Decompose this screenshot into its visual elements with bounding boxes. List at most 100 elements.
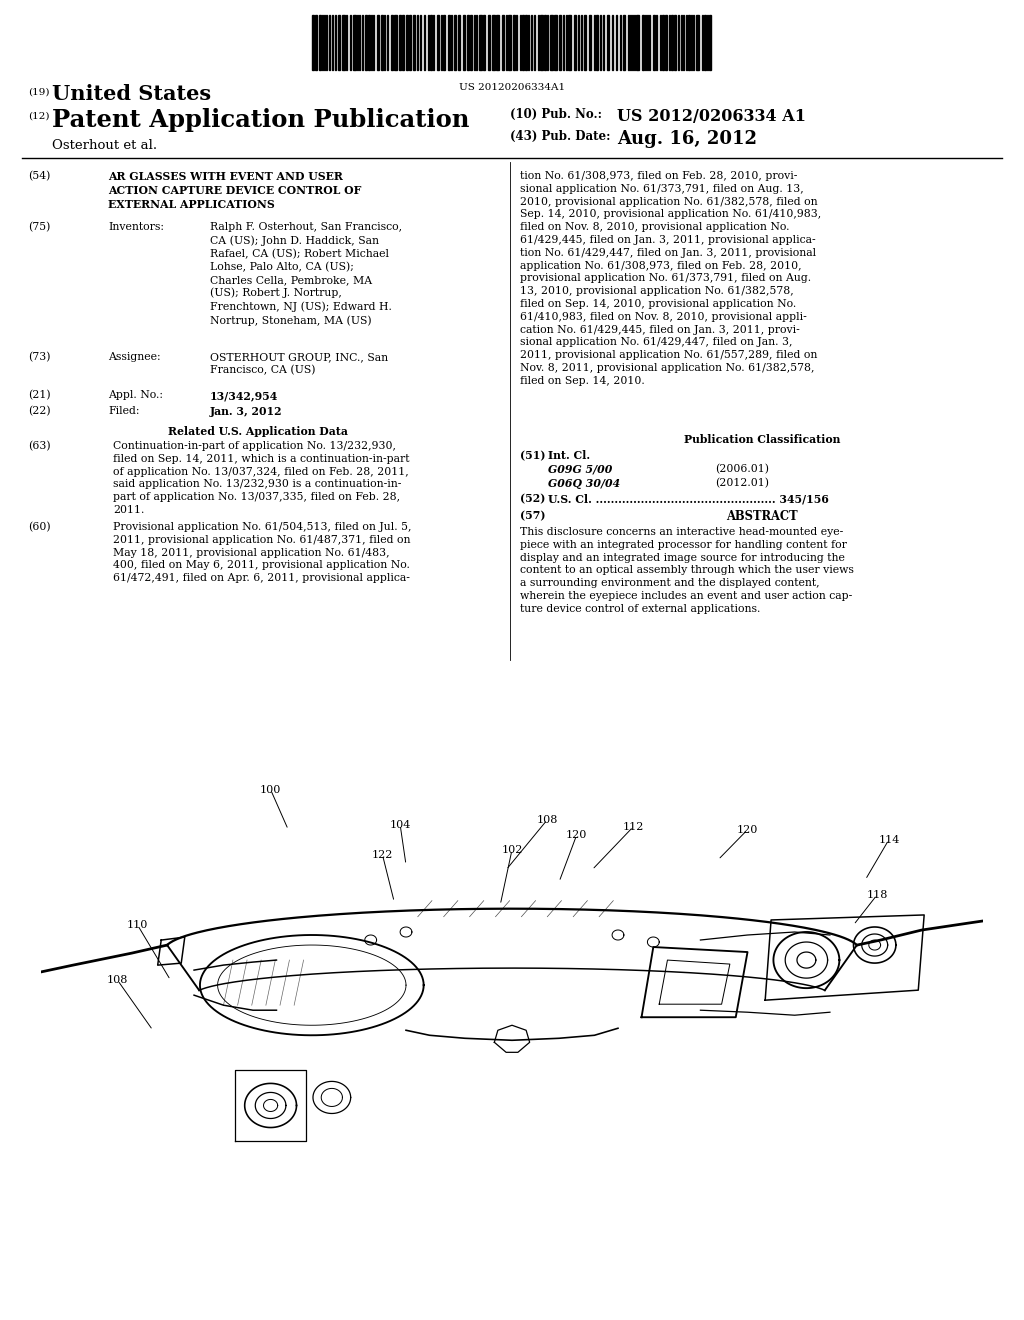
Text: (75): (75) (28, 222, 50, 232)
Text: (57): (57) (520, 510, 546, 521)
Text: Ralph F. Osterhout, San Francisco,
CA (US); John D. Haddick, San
Rafael, CA (US): Ralph F. Osterhout, San Francisco, CA (U… (210, 222, 402, 326)
Bar (705, 15, 706, 70)
Text: 118: 118 (866, 890, 888, 900)
Text: (43) Pub. Date:: (43) Pub. Date: (510, 129, 610, 143)
Bar (589, 15, 591, 70)
Text: 100: 100 (260, 784, 282, 795)
Bar (338, 15, 340, 70)
Text: 104: 104 (389, 820, 411, 830)
Text: (54): (54) (28, 172, 50, 181)
Bar (381, 15, 383, 70)
Text: 108: 108 (106, 975, 128, 985)
Text: U.S. Cl. ................................................ 345/156: U.S. Cl. ...............................… (548, 492, 828, 504)
Bar (662, 15, 664, 70)
Bar (636, 15, 639, 70)
Bar (554, 15, 557, 70)
Bar (449, 15, 450, 70)
Bar (368, 15, 370, 70)
Text: OSTERHOUT GROUP, INC., San
Francisco, CA (US): OSTERHOUT GROUP, INC., San Francisco, CA… (210, 352, 388, 375)
Text: 120: 120 (737, 825, 758, 834)
Bar (406, 15, 408, 70)
Text: ABSTRACT: ABSTRACT (726, 510, 798, 523)
Bar (437, 15, 439, 70)
Bar (458, 15, 460, 70)
Text: 13/342,954: 13/342,954 (210, 389, 279, 401)
Text: (63): (63) (28, 441, 50, 451)
Bar (365, 15, 367, 70)
Text: Jan. 3, 2012: Jan. 3, 2012 (210, 407, 283, 417)
Bar (467, 15, 469, 70)
Text: (21): (21) (28, 389, 50, 400)
Text: Osterhout et al.: Osterhout et al. (52, 139, 157, 152)
Bar (454, 15, 456, 70)
Bar (312, 15, 314, 70)
Bar (671, 15, 673, 70)
Text: (19): (19) (28, 88, 49, 96)
Bar (315, 15, 317, 70)
Text: 108: 108 (537, 814, 558, 825)
Text: Aug. 16, 2012: Aug. 16, 2012 (617, 129, 757, 148)
Bar (508, 15, 511, 70)
Text: tion No. 61/308,973, filed on Feb. 28, 2010, provi-
sional application No. 61/37: tion No. 61/308,973, filed on Feb. 28, 2… (520, 172, 821, 385)
Text: US 2012/0206334 A1: US 2012/0206334 A1 (617, 108, 806, 125)
Bar (496, 15, 499, 70)
Text: (22): (22) (28, 407, 50, 416)
Text: Continuation-in-part of application No. 13/232,930,
filed on Sep. 14, 2011, whic: Continuation-in-part of application No. … (113, 441, 410, 515)
Bar (391, 15, 393, 70)
Bar (342, 15, 345, 70)
Text: (60): (60) (28, 521, 50, 532)
Bar (483, 15, 485, 70)
Bar (607, 15, 609, 70)
Bar (409, 15, 411, 70)
Bar (642, 15, 644, 70)
Bar (470, 15, 472, 70)
Bar (377, 15, 379, 70)
Bar (488, 15, 490, 70)
Bar (443, 15, 445, 70)
Bar (353, 15, 356, 70)
Bar (463, 15, 465, 70)
Bar (319, 15, 321, 70)
Text: 112: 112 (623, 822, 644, 832)
Bar (479, 15, 482, 70)
Text: Patent Application Publication: Patent Application Publication (52, 108, 469, 132)
Text: 110: 110 (127, 920, 148, 931)
Text: 102: 102 (502, 845, 522, 855)
Bar (584, 15, 586, 70)
Bar (513, 15, 515, 70)
Text: Related U.S. Application Data: Related U.S. Application Data (168, 426, 348, 437)
Bar (413, 15, 415, 70)
Bar (544, 15, 546, 70)
Text: Assignee:: Assignee: (108, 352, 161, 362)
Text: Provisional application No. 61/504,513, filed on Jul. 5,
2011, provisional appli: Provisional application No. 61/504,513, … (113, 521, 412, 583)
Text: 120: 120 (566, 830, 588, 840)
Bar (665, 15, 667, 70)
Bar (399, 15, 401, 70)
Text: This disclosure concerns an interactive head-mounted eye-
piece with an integrat: This disclosure concerns an interactive … (520, 527, 854, 614)
Text: Appl. No.:: Appl. No.: (108, 389, 163, 400)
Text: (51): (51) (520, 450, 546, 461)
Text: 114: 114 (879, 834, 899, 845)
Bar (596, 15, 598, 70)
Bar (674, 15, 676, 70)
Text: G09G 5/00: G09G 5/00 (548, 465, 612, 475)
Bar (688, 15, 690, 70)
Text: AR GLASSES WITH EVENT AND USER
ACTION CAPTURE DEVICE CONTROL OF
EXTERNAL APPLICA: AR GLASSES WITH EVENT AND USER ACTION CA… (108, 172, 361, 210)
Bar (430, 15, 432, 70)
Bar (550, 15, 553, 70)
Bar (559, 15, 561, 70)
Bar (574, 15, 575, 70)
Text: United States: United States (52, 84, 211, 104)
Bar (709, 15, 711, 70)
Bar (522, 15, 524, 70)
Text: (2012.01): (2012.01) (715, 478, 769, 488)
Text: Inventors:: Inventors: (108, 222, 164, 232)
Text: 122: 122 (372, 850, 393, 859)
Bar (696, 15, 699, 70)
Bar (394, 15, 397, 70)
Text: (12): (12) (28, 112, 49, 121)
Text: (73): (73) (28, 352, 50, 362)
Bar (623, 15, 625, 70)
Text: Publication Classification: Publication Classification (684, 434, 840, 445)
Text: (2006.01): (2006.01) (715, 465, 769, 474)
